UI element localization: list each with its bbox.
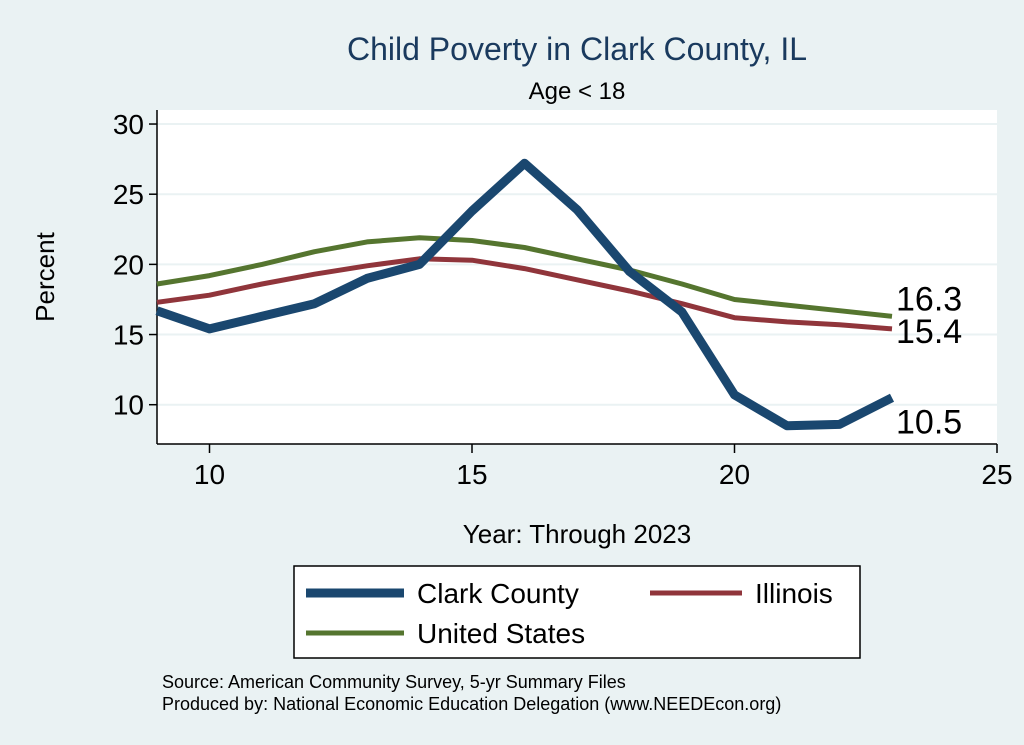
y-axis-title: Percent — [30, 231, 60, 321]
legend-label-clark-county: Clark County — [417, 578, 579, 609]
legend-label-illinois: Illinois — [755, 578, 833, 609]
producer-note: Produced by: National Economic Education… — [162, 694, 781, 714]
legend-box — [293, 565, 861, 659]
plot-area — [157, 110, 997, 444]
end-label-illinois: 15.4 — [896, 313, 962, 351]
chart-subtitle: Age < 18 — [529, 78, 626, 105]
grid-lines — [157, 123, 997, 406]
y-tick-label: 30 — [113, 109, 144, 140]
series-line-illinois — [156, 256, 893, 332]
y-tick-label: 15 — [113, 320, 144, 351]
y-tick-label: 25 — [113, 179, 144, 210]
x-tick-label: 25 — [981, 459, 1012, 490]
source-note: Source: American Community Survey, 5-yr … — [162, 672, 626, 692]
chart-title: Child Poverty in Clark County, IL — [347, 31, 807, 67]
y-tick-label: 20 — [113, 249, 144, 280]
x-tick-label: 10 — [194, 459, 225, 490]
x-tick-label: 15 — [456, 459, 487, 490]
x-axis-title: Year: Through 2023 — [463, 519, 691, 549]
series-line-united-states — [156, 235, 893, 319]
series-layer — [155, 158, 895, 431]
axes: 10 15 20 25 30 10 15 20 25 — [113, 109, 1013, 490]
y-tick-label: 10 — [113, 390, 144, 421]
end-label-clark-county: 10.5 — [896, 404, 962, 442]
legend-label-united-states: United States — [417, 618, 585, 649]
x-tick-label: 20 — [719, 459, 750, 490]
series-line-clark-county — [155, 158, 895, 431]
end-labels: 10.5 15.416.3 — [896, 280, 962, 441]
legend: Clark County Illinois United States — [306, 578, 833, 649]
end-label-united-states: 16.3 — [896, 280, 962, 318]
